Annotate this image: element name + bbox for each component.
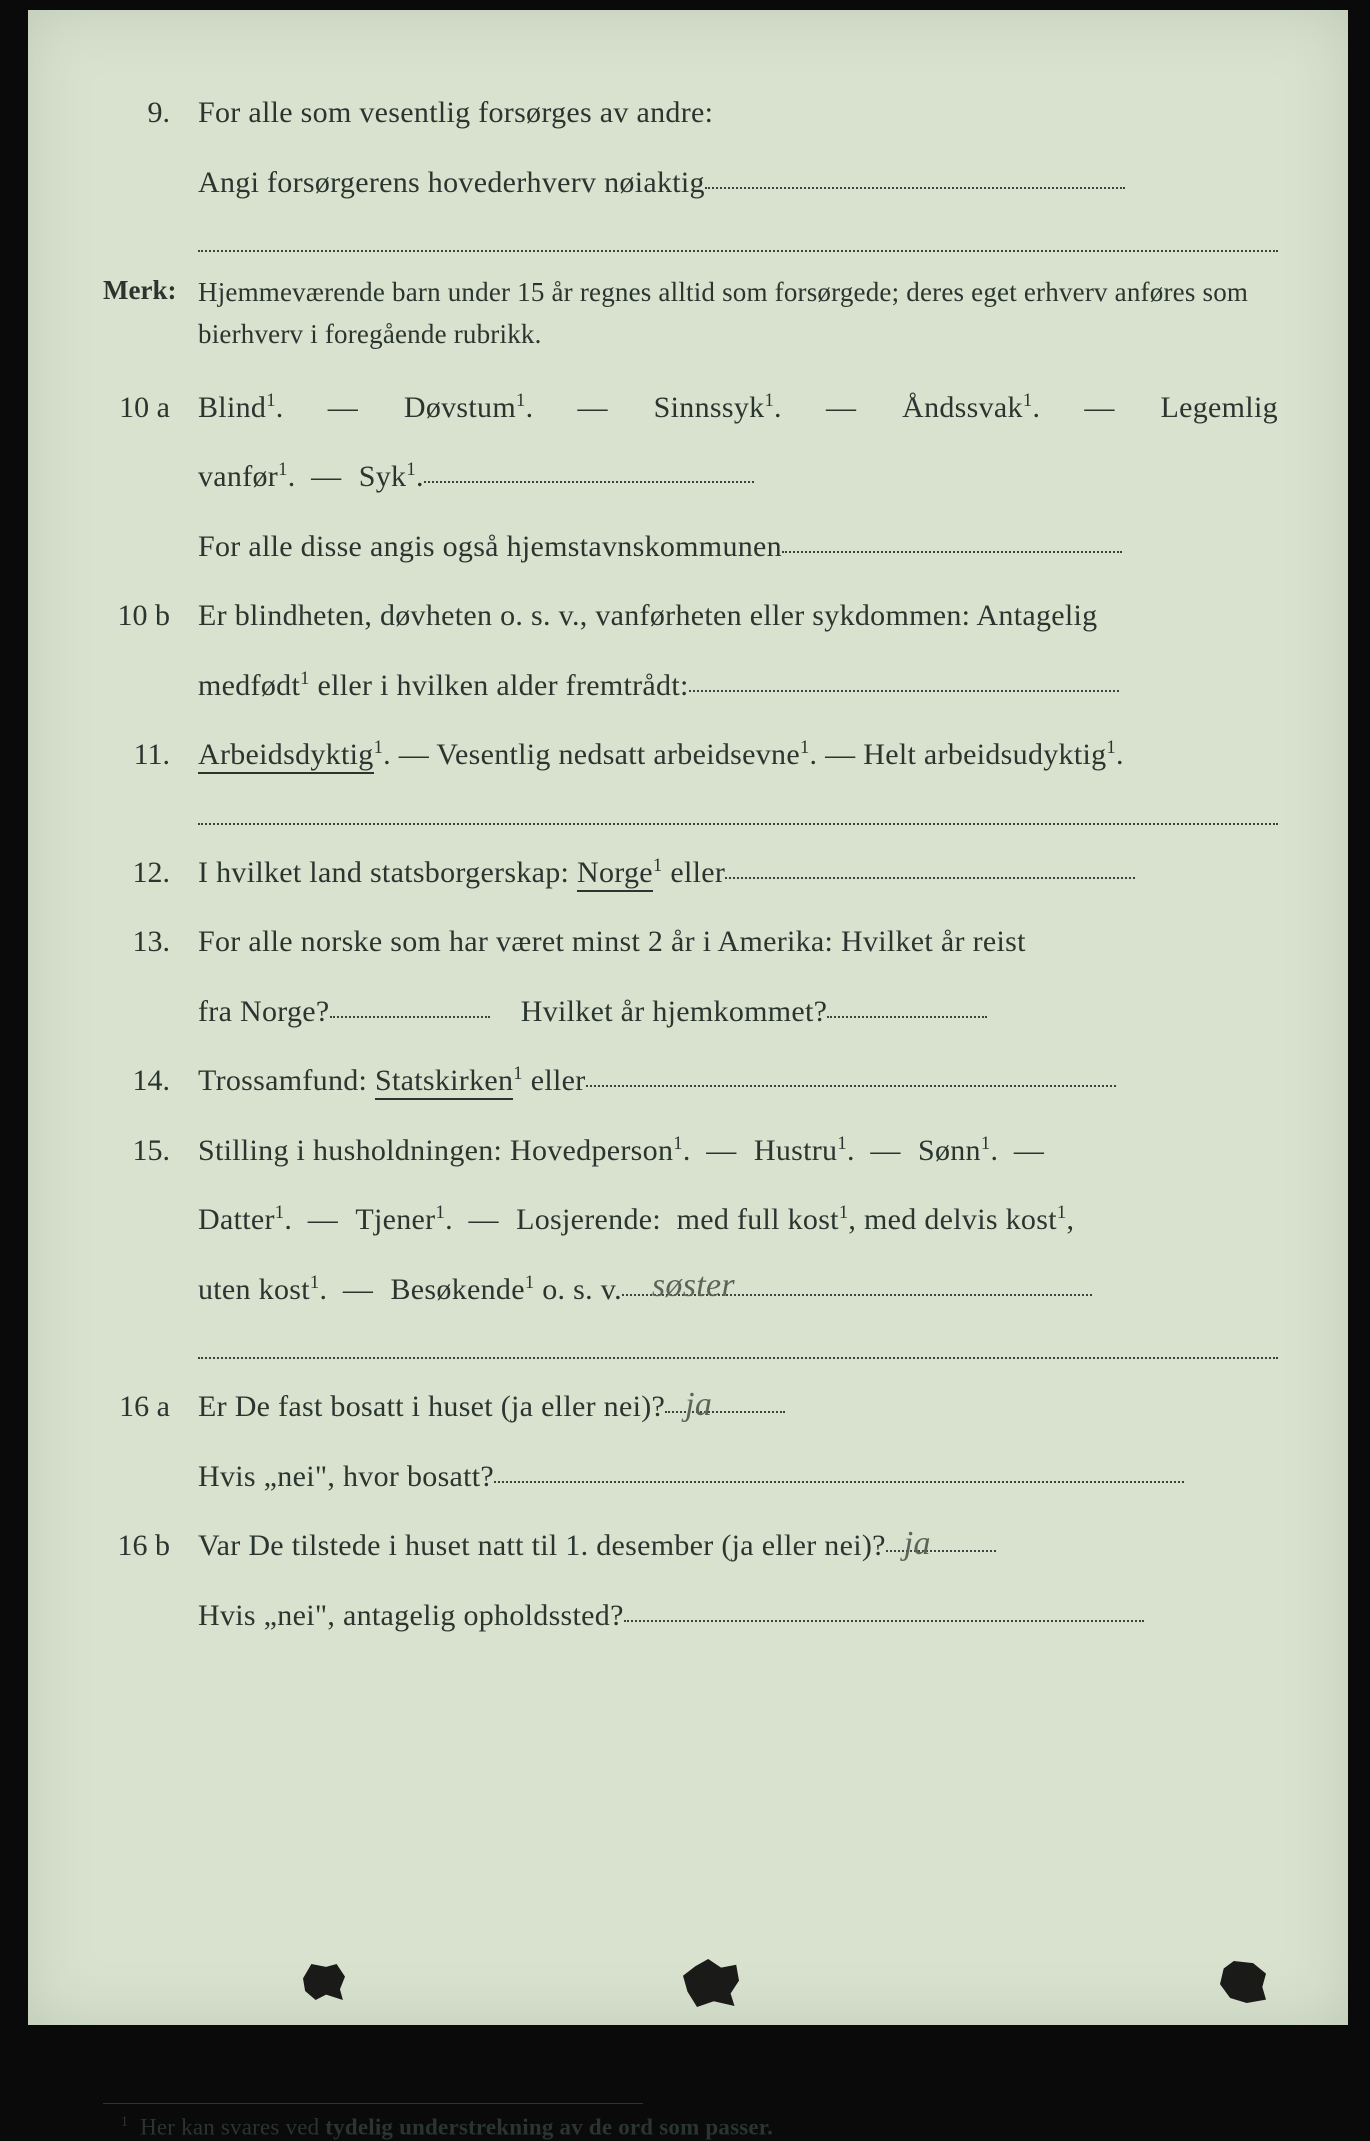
- question-text: Datter1. — Tjener1. — Losjerende: med fu…: [198, 1192, 1278, 1248]
- ink-blot: [303, 1964, 345, 2000]
- question-text: I hvilket land statsborgerskap: Norge1 e…: [198, 845, 1278, 901]
- question-16b-line2: Hvis „nei", antagelig opholdssted?: [103, 1588, 1278, 1644]
- question-10a-line3: For alle disse angis også hjemstavnskomm…: [103, 519, 1278, 575]
- note-merk: Merk: Hjemmeværende barn under 15 år reg…: [103, 272, 1278, 356]
- fill-line[interactable]: [725, 846, 1135, 879]
- question-11: 11. Arbeidsdyktig1. — Vesentlig nedsatt …: [103, 727, 1278, 783]
- selected-option: Arbeidsdyktig: [198, 738, 374, 774]
- fill-line[interactable]: [782, 520, 1122, 553]
- fill-line[interactable]: [705, 156, 1125, 189]
- handwritten-answer: ja: [685, 1374, 712, 1437]
- ink-blot: [1220, 1961, 1266, 2003]
- question-number: 16 a: [103, 1379, 198, 1435]
- question-text: medfødt1 eller i hvilken alder fremtrådt…: [198, 658, 1278, 714]
- footnote: 1 Her kan svares ved tydelig understrekn…: [103, 2104, 1278, 2141]
- fill-line-full[interactable]: [198, 797, 1278, 825]
- question-text: For alle disse angis også hjemstavnskomm…: [198, 519, 1278, 575]
- note-text: Hjemmeværende barn under 15 år regnes al…: [198, 272, 1278, 356]
- question-number: 16 b: [103, 1518, 198, 1574]
- question-number: 12.: [103, 845, 198, 901]
- question-9-line2: Angi forsørgerens hovederhverv nøiaktig: [103, 155, 1278, 211]
- question-9: 9. For alle som vesentlig forsørges av a…: [103, 85, 1278, 141]
- question-10a-line2: vanfør1. — Syk1.: [103, 449, 1278, 505]
- question-text: Arbeidsdyktig1. — Vesentlig nedsatt arbe…: [198, 727, 1278, 783]
- fill-line[interactable]: [424, 450, 754, 483]
- question-16a: 16 a Er De fast bosatt i huset (ja eller…: [103, 1379, 1278, 1435]
- question-10b-line2: medfødt1 eller i hvilken alder fremtrådt…: [103, 658, 1278, 714]
- question-text: Stilling i husholdningen: Hovedperson1. …: [198, 1123, 1278, 1179]
- fill-line[interactable]: [494, 1450, 1184, 1483]
- fill-line[interactable]: ja: [886, 1519, 996, 1552]
- fill-line[interactable]: [330, 985, 490, 1018]
- question-text: Trossamfund: Statskirken1 eller: [198, 1053, 1278, 1109]
- selected-option: Norge: [577, 856, 653, 892]
- question-text: vanfør1. — Syk1.: [198, 449, 1278, 505]
- ink-blot: [683, 1959, 739, 2007]
- fill-line-full[interactable]: [198, 224, 1278, 252]
- question-14: 14. Trossamfund: Statskirken1 eller: [103, 1053, 1278, 1109]
- handwritten-answer: søster: [652, 1255, 735, 1318]
- question-number: 10 b: [103, 588, 198, 644]
- fill-line[interactable]: ja: [665, 1380, 785, 1413]
- question-number: 11.: [103, 727, 198, 783]
- fill-line[interactable]: søster: [622, 1263, 1092, 1296]
- question-13: 13. For alle norske som har været minst …: [103, 914, 1278, 970]
- question-number: 14.: [103, 1053, 198, 1109]
- question-text: Er De fast bosatt i huset (ja eller nei)…: [198, 1379, 1278, 1435]
- question-10b: 10 b Er blindheten, døvheten o. s. v., v…: [103, 588, 1278, 644]
- question-text: For alle som vesentlig forsørges av andr…: [198, 85, 1278, 141]
- question-text: Var De tilstede i huset natt til 1. dese…: [198, 1518, 1278, 1574]
- question-15-line2: Datter1. — Tjener1. — Losjerende: med fu…: [103, 1192, 1278, 1248]
- question-number: 10 a: [103, 380, 198, 436]
- fill-line[interactable]: [827, 985, 987, 1018]
- question-15: 15. Stilling i husholdningen: Hovedperso…: [103, 1123, 1278, 1179]
- question-number: 9.: [103, 85, 198, 141]
- fill-line-full[interactable]: [198, 1331, 1278, 1359]
- fill-line[interactable]: [586, 1054, 1116, 1087]
- handwritten-answer: ja: [904, 1513, 931, 1576]
- question-text: Angi forsørgerens hovederhverv nøiaktig: [198, 155, 1278, 211]
- question-16a-line2: Hvis „nei", hvor bosatt?: [103, 1449, 1278, 1505]
- question-15-line3: uten kost1. — Besøkende1 o. s. v.søster: [103, 1262, 1278, 1318]
- question-text: For alle norske som har været minst 2 år…: [198, 914, 1278, 970]
- note-label: Merk:: [103, 272, 198, 356]
- fill-line[interactable]: [624, 1589, 1144, 1622]
- question-number: 13.: [103, 914, 198, 970]
- question-10a: 10 a Blind1. — Døvstum1. — Sinnssyk1. — …: [103, 380, 1278, 436]
- selected-option: Statskirken: [375, 1064, 513, 1100]
- question-12: 12. I hvilket land statsborgerskap: Norg…: [103, 845, 1278, 901]
- question-13-line2: fra Norge? Hvilket år hjemkommet?: [103, 984, 1278, 1040]
- census-form-page: 9. For alle som vesentlig forsørges av a…: [28, 10, 1348, 2025]
- fill-line[interactable]: [689, 659, 1119, 692]
- question-text: Hvis „nei", hvor bosatt?: [198, 1449, 1278, 1505]
- question-text: fra Norge? Hvilket år hjemkommet?: [198, 984, 1278, 1040]
- question-text: Hvis „nei", antagelig opholdssted?: [198, 1588, 1278, 1644]
- question-text: Blind1. — Døvstum1. — Sinnssyk1. — Åndss…: [198, 380, 1278, 436]
- question-16b: 16 b Var De tilstede i huset natt til 1.…: [103, 1518, 1278, 1574]
- question-text: uten kost1. — Besøkende1 o. s. v.søster: [198, 1262, 1278, 1318]
- question-text: Er blindheten, døvheten o. s. v., vanfør…: [198, 588, 1278, 644]
- question-number: 15.: [103, 1123, 198, 1179]
